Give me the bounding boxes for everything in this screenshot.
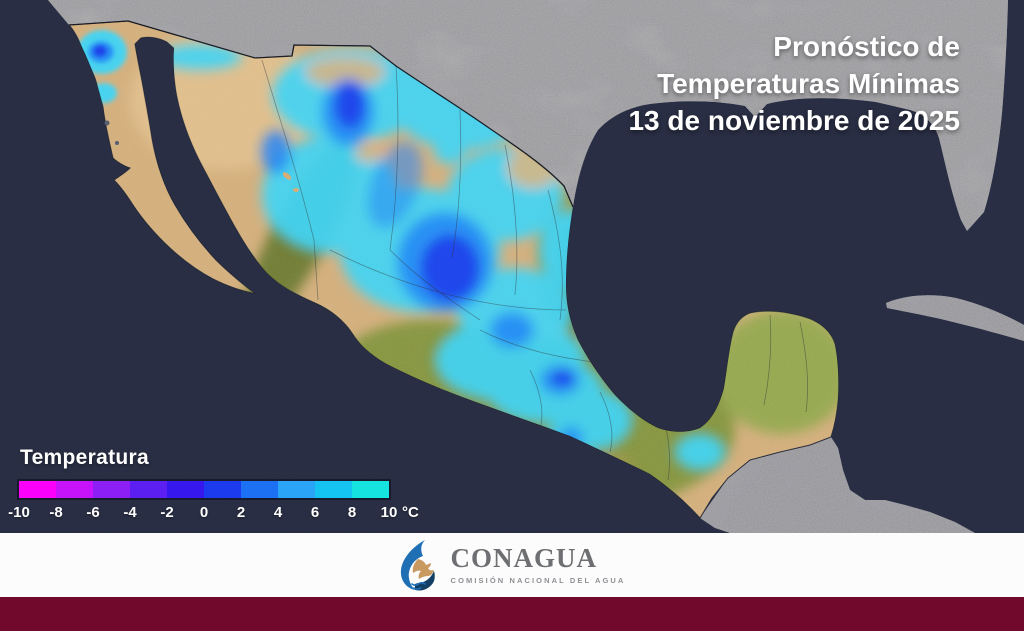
map-title: Pronóstico de Temperaturas Mínimas 13 de… xyxy=(628,28,960,139)
legend-tick: -4 xyxy=(123,504,137,521)
title-line-3: 13 de noviembre de 2025 xyxy=(628,105,960,136)
legend-segment xyxy=(56,481,93,498)
title-line-2: Temperaturas Mínimas xyxy=(657,68,960,99)
legend-segment xyxy=(93,481,130,498)
legend-segment xyxy=(352,481,389,498)
legend-tick: -2 xyxy=(160,504,174,521)
legend-segment xyxy=(167,481,204,498)
title-line-1: Pronóstico de xyxy=(773,31,960,62)
map-grain xyxy=(0,0,1024,533)
map-svg xyxy=(0,0,1024,533)
legend-unit: °C xyxy=(402,504,419,521)
eagle-icon xyxy=(412,559,434,579)
org-name: CONAGUA xyxy=(450,543,598,573)
org-subtitle: COMISIÓN NACIONAL DEL AGUA xyxy=(450,576,626,585)
footer-band: CONAGUA COMISIÓN NACIONAL DEL AGUA xyxy=(0,533,1024,597)
legend-tick: 4 xyxy=(273,504,283,521)
legend-segment xyxy=(278,481,315,498)
legend-tick: -8 xyxy=(49,504,63,521)
legend-segment xyxy=(315,481,352,498)
legend-tick: 10 xyxy=(380,504,398,521)
legend-tick: -6 xyxy=(86,504,100,521)
legend-segment xyxy=(241,481,278,498)
legend-segment xyxy=(19,481,56,498)
conagua-logo: CONAGUA COMISIÓN NACIONAL DEL AGUA xyxy=(399,539,626,591)
legend-tick: 8 xyxy=(347,504,357,521)
legend-segment xyxy=(204,481,241,498)
maroon-bottom-bar xyxy=(0,597,1024,631)
legend-tick: 2 xyxy=(236,504,246,521)
legend-tick: -10 xyxy=(8,504,30,521)
legend-title: Temperatura xyxy=(20,446,149,469)
legend-tick: 6 xyxy=(310,504,320,521)
legend-segment xyxy=(130,481,167,498)
logo-text: CONAGUA COMISIÓN NACIONAL DEL AGUA xyxy=(450,543,626,586)
map-area: Pronóstico de Temperaturas Mínimas 13 de… xyxy=(0,0,1024,533)
legend-color-bar xyxy=(17,479,391,500)
legend-tick: 0 xyxy=(199,504,209,521)
conagua-drop-icon xyxy=(400,540,435,591)
legend-ticks: -10 -8 -6 -4 -2 0 2 4 6 8 10 °C xyxy=(0,504,460,522)
